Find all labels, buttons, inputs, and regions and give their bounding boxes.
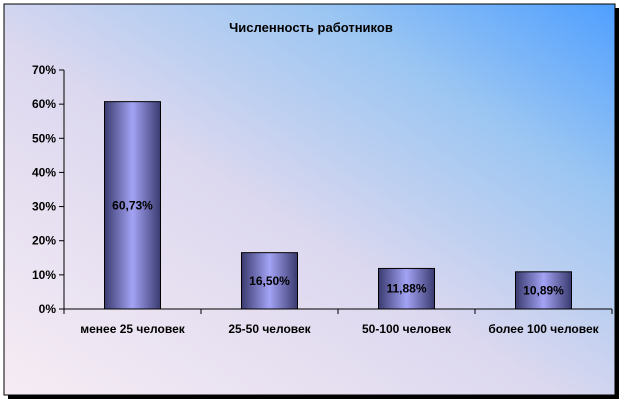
chart-background [3, 3, 616, 396]
data-label: 10,89% [523, 283, 564, 297]
x-tick-label: 25-50 человек [228, 322, 311, 336]
y-tick-label: 70% [32, 63, 56, 77]
bar [104, 101, 161, 310]
chart-title: Численность работников [229, 20, 393, 35]
y-axis: 0% 10% 20% 30% 40% 50% 60% 70% [32, 63, 65, 316]
bar [241, 252, 298, 310]
x-tick-label: менее 25 человек [80, 322, 185, 336]
chart-shadow-right [615, 8, 619, 399]
data-label: 60,73% [112, 198, 153, 212]
y-tick-label: 50% [32, 131, 56, 145]
data-label: 11,88% [386, 282, 426, 296]
x-tick-label: более 100 человек [488, 322, 599, 336]
bar [515, 271, 572, 310]
y-tick-label: 0% [39, 302, 57, 316]
x-tick-label: 50-100 человек [362, 322, 452, 336]
bar [378, 267, 435, 310]
data-label: 16,50% [249, 274, 290, 288]
y-tick-label: 20% [32, 234, 56, 248]
chart-shadow-bottom [8, 395, 619, 399]
y-tick-label: 10% [32, 268, 56, 282]
y-tick-label: 30% [32, 200, 56, 214]
y-tick-label: 60% [32, 97, 56, 111]
bars: 60,73% 16,50% 11,88% 10,89% [104, 101, 572, 310]
y-tick-label: 40% [32, 165, 56, 179]
